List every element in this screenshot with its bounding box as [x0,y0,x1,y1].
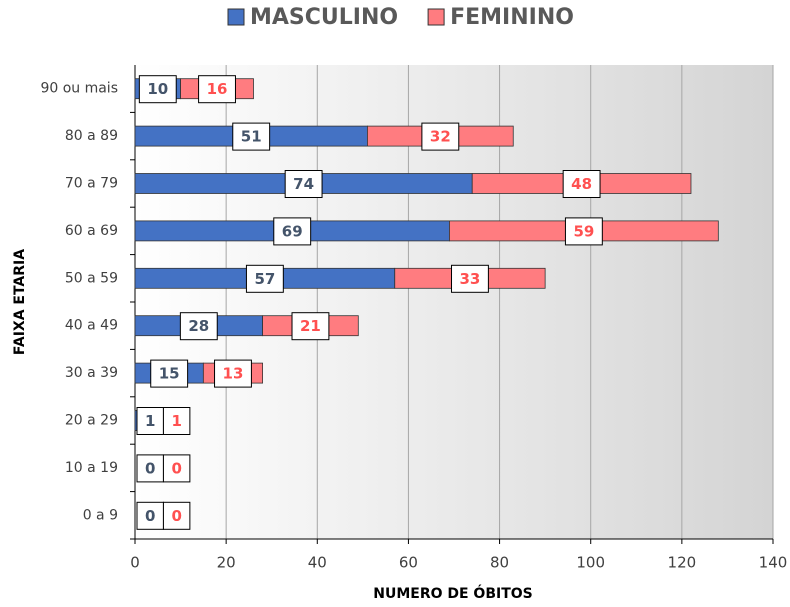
data-label-box [273,217,312,246]
x-tick-label: 60 [399,554,418,572]
data-label-box [162,454,191,483]
data-label: 21 [300,317,321,335]
data-label-box [162,501,191,530]
data-label-box [291,312,330,341]
data-label: 0 [171,459,181,477]
data-label-box [138,75,177,104]
y-tick-label: 80 a 89 [65,128,118,144]
x-tick-label: 40 [308,554,327,572]
data-label: 1 [145,412,155,430]
data-label: 74 [293,175,314,193]
data-label-box [198,75,236,104]
x-tick-label: 120 [668,554,697,572]
legend-swatch [227,8,245,26]
data-label-box [421,122,460,151]
y-tick-label: 0 a 9 [83,507,118,523]
y-tick-label: 70 a 79 [65,176,118,192]
data-label-box [162,407,191,435]
data-label-box [245,264,284,293]
data-label: 0 [171,507,181,525]
data-label: 13 [223,365,244,383]
y-tick-label: 10 a 19 [65,460,118,476]
data-label: 16 [207,80,228,98]
data-label: 59 [573,222,594,240]
data-label: 10 [147,80,168,98]
y-tick-label: 20 a 29 [65,413,118,429]
data-label-box [451,264,489,293]
data-label: 33 [460,270,481,288]
data-label: 0 [145,507,155,525]
x-tick-label: 0 [130,554,140,572]
x-tick-label: 140 [759,554,788,572]
data-label: 28 [188,317,209,335]
x-tick-label: 20 [217,554,236,572]
data-label: 0 [145,459,155,477]
data-label-box [179,312,218,341]
x-tick-label: 100 [576,554,605,572]
legend-label: FEMININO [450,5,574,30]
data-label-box [150,359,189,388]
legend-label: MASCULINO [250,5,398,30]
data-label: 57 [254,270,275,288]
data-label: 48 [571,175,592,193]
data-label: 69 [282,222,303,240]
data-label-box [136,501,164,530]
y-tick-label: 90 ou mais [40,81,118,97]
x-tick-label: 80 [490,554,509,572]
legend-swatch [427,8,445,26]
data-label-box [564,217,603,246]
data-label: 1 [171,412,181,430]
y-tick-label: 40 a 49 [65,318,118,334]
data-label: 51 [241,128,262,146]
data-label: 15 [159,365,180,383]
y-tick-label: 30 a 39 [65,365,118,381]
data-label: 32 [430,128,451,146]
data-label-box [232,122,271,151]
data-label-box [214,359,252,388]
data-label-box [562,170,601,198]
y-tick-label: 60 a 69 [65,223,118,239]
y-tick-label: 50 a 59 [65,270,118,286]
x-axis-title: NUMERO DE ÓBITOS [373,584,533,602]
data-label-box [284,170,323,198]
y-axis-title: FAIXA ETARIA [12,249,28,355]
